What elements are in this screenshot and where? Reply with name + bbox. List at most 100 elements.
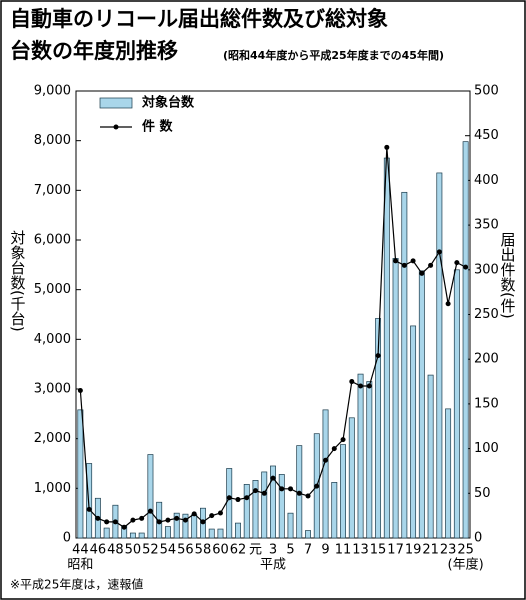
marker — [454, 260, 460, 266]
bar — [453, 269, 460, 539]
y-tick-label: 6,000 — [34, 233, 71, 248]
bar — [348, 417, 355, 539]
x-tick-label: 46 — [90, 543, 107, 558]
marker — [217, 510, 223, 516]
footnote: ※平成25年度は，速報値 — [10, 577, 143, 592]
marker — [130, 517, 136, 523]
marker — [191, 511, 197, 517]
marker — [200, 519, 206, 525]
y2-axis-title: 届出件数(件) — [499, 232, 517, 319]
bar — [217, 528, 224, 539]
marker — [235, 497, 241, 503]
bar — [129, 532, 136, 539]
marker — [121, 524, 127, 530]
marker — [305, 493, 311, 499]
y2-tick-label: 200 — [474, 352, 499, 367]
y-tick-label: 5,000 — [34, 282, 71, 297]
marker — [279, 486, 285, 492]
chart-title: 台数の年度別推移 — [10, 39, 178, 63]
bar — [191, 514, 198, 539]
x-tick-label: 50 — [125, 543, 142, 558]
x-tick-label: 60 — [212, 543, 229, 558]
x-tick-label: 44 — [72, 543, 89, 558]
bar — [138, 532, 145, 539]
x-tick-label: 52 — [142, 543, 159, 558]
x-tick-label: 58 — [195, 543, 212, 558]
bar — [226, 468, 233, 539]
marker — [436, 249, 442, 255]
x-tick-label: 15 — [370, 543, 387, 558]
legend-swatch — [99, 97, 133, 109]
y2-tick-label: 300 — [474, 262, 499, 277]
marker — [314, 483, 320, 489]
bar — [418, 270, 425, 539]
marker — [323, 457, 329, 463]
x-tick-label: 元 — [249, 543, 262, 558]
bar — [235, 522, 241, 539]
marker — [182, 517, 188, 523]
y-tick-label: 4,000 — [34, 332, 71, 347]
x-tick-label: 5 — [286, 543, 294, 558]
x-tick-label: 17 — [387, 543, 404, 558]
marker — [366, 383, 372, 389]
marker — [147, 508, 153, 514]
legend-label: 対象台数 — [141, 95, 195, 111]
x-tick-label: 56 — [177, 543, 194, 558]
bar — [331, 482, 338, 539]
marker — [165, 517, 171, 523]
y2-tick-label: 50 — [474, 486, 491, 501]
y-tick-label: 1,000 — [34, 481, 71, 496]
x-tick-label: 13 — [352, 543, 369, 558]
x-tick-label: 54 — [160, 543, 177, 558]
legend-marker — [113, 124, 119, 130]
marker — [331, 446, 337, 452]
y2-tick-label: 150 — [474, 396, 499, 411]
x-tick-label: 21 — [422, 543, 439, 558]
y2-tick-label: 500 — [474, 84, 499, 99]
bar — [305, 530, 311, 539]
x-tick-label: 11 — [335, 543, 352, 558]
marker — [104, 519, 110, 525]
y2-tick-label: 350 — [474, 218, 499, 233]
bar — [270, 465, 276, 539]
marker — [428, 262, 434, 268]
marker — [156, 519, 162, 525]
marker — [419, 270, 425, 276]
chart-subtitle: (昭和44年度から平成25年度までの45年間) — [223, 48, 444, 62]
marker — [112, 519, 118, 525]
bar — [182, 513, 189, 539]
marker — [77, 387, 83, 393]
bar — [164, 526, 171, 539]
marker — [288, 486, 294, 492]
era-label: 昭和 — [67, 558, 93, 573]
chart-title: 自動車のリコール届出総件数及び総対象 — [10, 7, 388, 31]
bar — [287, 512, 294, 539]
bar — [243, 484, 250, 539]
marker — [445, 301, 451, 307]
x-tick-label: 62 — [230, 543, 247, 558]
bar — [462, 141, 469, 539]
y-tick-label: 7,000 — [34, 183, 71, 198]
bar — [252, 480, 259, 539]
bar — [383, 157, 390, 539]
bar — [436, 172, 443, 539]
marker — [261, 490, 267, 496]
bar — [392, 258, 399, 539]
bar — [427, 374, 434, 539]
x-tick-label: 7 — [304, 543, 312, 558]
bar — [173, 512, 180, 539]
marker — [401, 262, 407, 268]
bar — [445, 408, 452, 539]
y-tick-label: 2,000 — [34, 431, 71, 446]
marker — [95, 515, 101, 521]
marker — [209, 513, 215, 519]
bar — [103, 527, 110, 539]
y2-tick-label: 0 — [474, 531, 482, 546]
marker — [463, 264, 469, 270]
x-tick-label: 48 — [107, 543, 124, 558]
marker — [393, 258, 399, 264]
marker — [252, 488, 258, 494]
marker — [296, 490, 302, 496]
bar — [357, 373, 364, 539]
